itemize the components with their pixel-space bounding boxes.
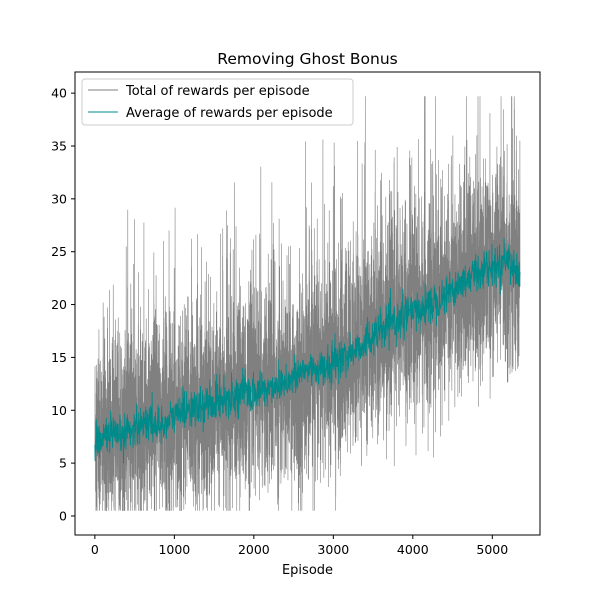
x-axis-label: Episode xyxy=(282,563,333,578)
y-tick-label: 40 xyxy=(51,86,67,101)
series-average-rewards-line xyxy=(94,237,521,464)
x-tick-label: 0 xyxy=(91,542,99,557)
legend-label-total: Total of rewards per episode xyxy=(125,84,310,99)
x-tick-label: 5000 xyxy=(476,542,508,557)
y-tick-label: 10 xyxy=(51,403,67,418)
x-tick-label: 1000 xyxy=(158,542,190,557)
y-tick-label: 15 xyxy=(51,350,67,365)
x-tick-label: 4000 xyxy=(397,542,429,557)
y-tick-label: 0 xyxy=(59,508,67,523)
plot-frame xyxy=(74,71,541,536)
x-tick-label: 3000 xyxy=(317,542,349,557)
legend-label-average: Average of rewards per episode xyxy=(126,106,333,121)
y-tick-label: 30 xyxy=(51,191,67,206)
y-axis: 0 5 10 15 20 25 30 35 40 xyxy=(51,86,75,523)
y-tick-label: 5 xyxy=(59,456,67,471)
y-tick-label: 35 xyxy=(51,138,67,153)
series-total-rewards-line xyxy=(94,96,521,511)
chart-title: Removing Ghost Bonus xyxy=(217,50,398,68)
legend: Total of rewards per episode Average of … xyxy=(81,78,354,126)
x-axis: 0 1000 2000 3000 4000 5000 xyxy=(91,535,508,557)
legend-box xyxy=(81,78,354,126)
y-tick-label: 25 xyxy=(51,244,67,259)
y-tick-label: 20 xyxy=(51,297,67,312)
plot-area xyxy=(94,96,521,511)
x-tick-label: 2000 xyxy=(238,542,270,557)
